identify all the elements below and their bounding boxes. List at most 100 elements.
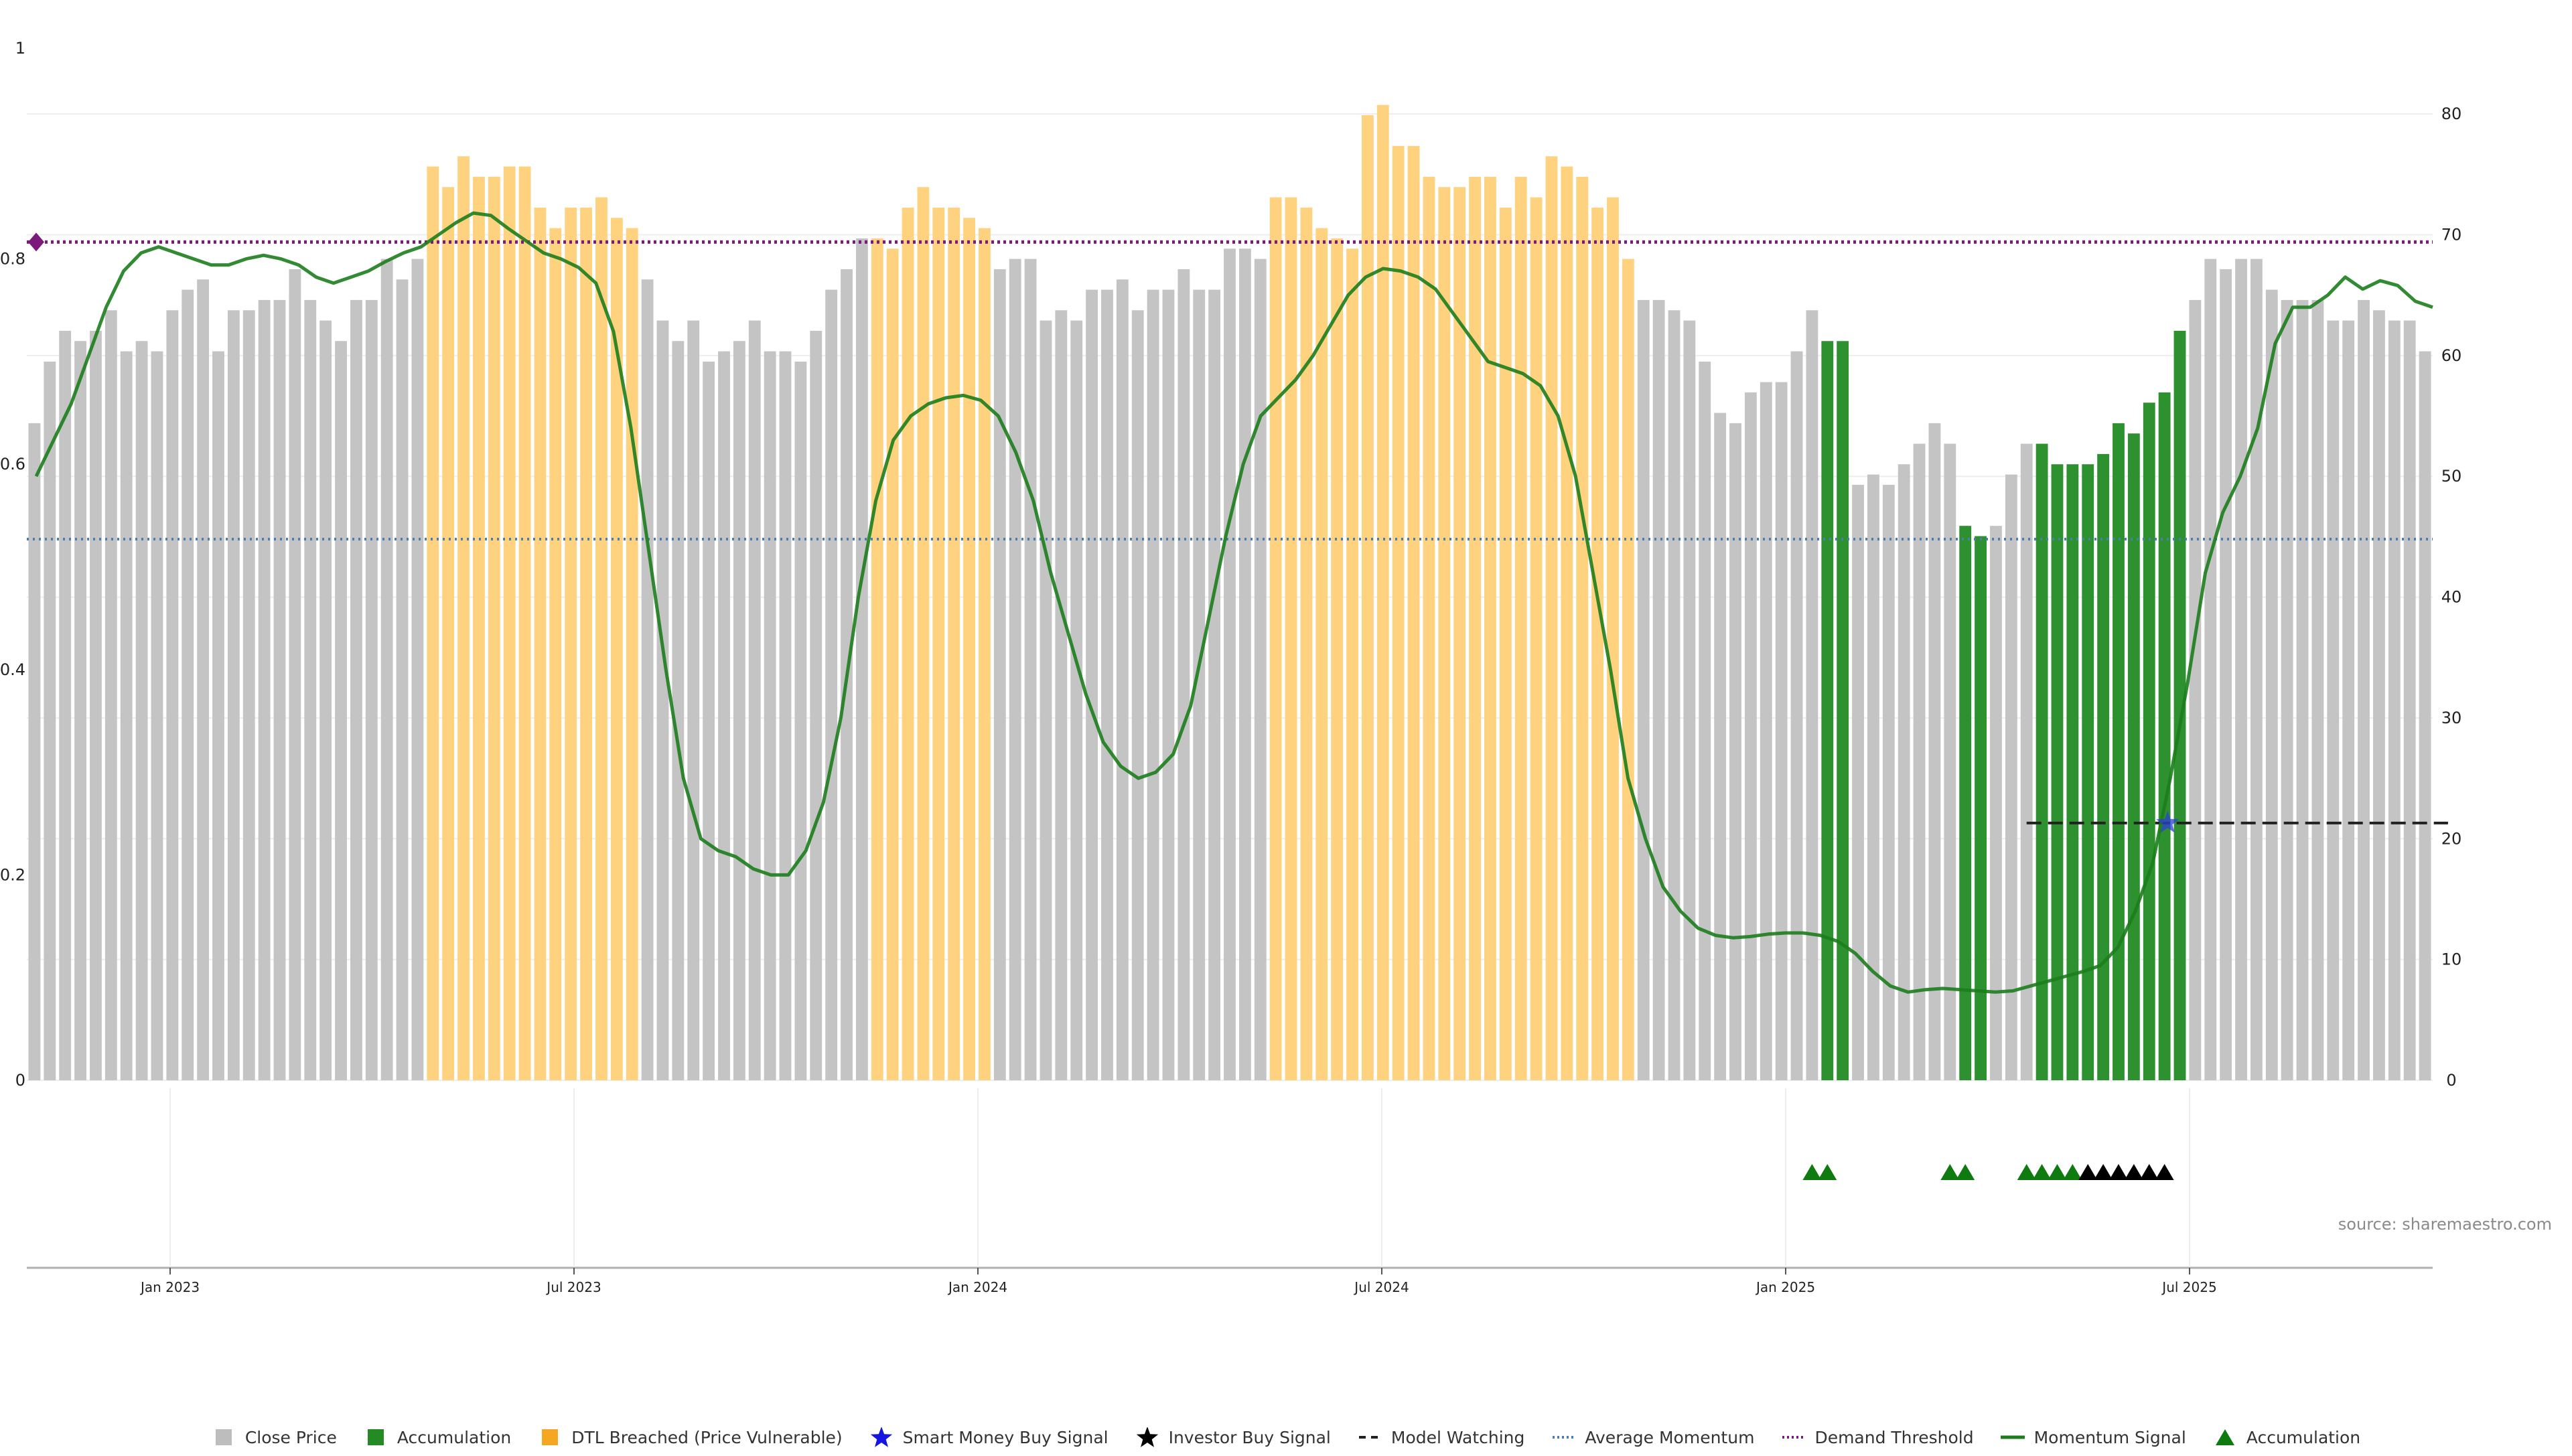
bar-dtl-breached-price-vulnerable: [917, 187, 930, 1080]
bar-close-price: [2281, 299, 2293, 1080]
bar-accumulation: [2066, 464, 2079, 1080]
bar-close-price: [350, 299, 362, 1080]
bar-close-price: [672, 341, 685, 1080]
x-axis-tick-label: Jul 2024: [1353, 1279, 1409, 1295]
bar-close-price: [411, 259, 424, 1081]
bar-close-price: [2388, 320, 2401, 1081]
investor-buy-signal-marker: [2139, 1164, 2159, 1180]
bar-close-price: [2358, 299, 2370, 1080]
legend-symbol-square: [367, 1429, 384, 1445]
bar-dtl-breached-price-vulnerable: [549, 228, 562, 1080]
bar-close-price: [1070, 320, 1083, 1081]
bar-close-price: [1147, 289, 1159, 1081]
demand-threshold-marker: [28, 232, 44, 252]
bar-close-price: [242, 310, 255, 1080]
left-axis-tick-label: 0: [15, 1071, 25, 1090]
bar-dtl-breached-price-vulnerable: [1530, 197, 1543, 1080]
bar-dtl-breached-price-vulnerable: [871, 238, 883, 1081]
bar-dtl-breached-price-vulnerable: [427, 166, 439, 1080]
bar-accumulation: [2158, 392, 2171, 1080]
legend-item-smart-money: Smart Money Buy Signal: [869, 1427, 1109, 1447]
bar-close-price: [1806, 310, 1818, 1080]
investor-buy-signal-marker: [2078, 1164, 2098, 1180]
bar-close-price: [1162, 289, 1175, 1081]
legend-label: Momentum Signal: [2033, 1427, 2186, 1447]
bar-dtl-breached-price-vulnerable: [1315, 228, 1328, 1080]
bar-dtl-breached-price-vulnerable: [963, 218, 975, 1080]
bar-close-price: [1040, 320, 1052, 1081]
bar-close-price: [1177, 269, 1190, 1081]
bar-close-price: [151, 351, 163, 1080]
bar-dtl-breached-price-vulnerable: [1545, 156, 1558, 1080]
bar-accumulation: [2035, 443, 2048, 1080]
bar-dtl-breached-price-vulnerable: [565, 207, 577, 1081]
investor-buy-signal-marker: [2094, 1164, 2113, 1180]
bar-close-price: [687, 320, 700, 1081]
bar-dtl-breached-price-vulnerable: [442, 187, 455, 1080]
legend-label: Close Price: [244, 1427, 337, 1447]
smart-money-buy-signal-star: [2156, 810, 2180, 833]
bar-close-price: [1699, 361, 1711, 1080]
legend-label: DTL Breached (Price Vulnerable): [571, 1427, 843, 1447]
bar-close-price: [1898, 464, 1910, 1080]
legend-item-accumulation: Accumulation: [364, 1427, 511, 1447]
bar-close-price: [794, 361, 807, 1080]
bar-close-price: [28, 423, 41, 1080]
bar-close-price: [2373, 310, 2385, 1080]
bar-close-price: [289, 269, 301, 1081]
bar-dtl-breached-price-vulnerable: [1269, 197, 1282, 1080]
bar-dtl-breached-price-vulnerable: [534, 207, 547, 1081]
bar-close-price: [1790, 351, 1803, 1080]
bar-dtl-breached-price-vulnerable: [1499, 207, 1512, 1081]
bar-dtl-breached-price-vulnerable: [1438, 187, 1451, 1080]
bar-accumulation: [1959, 526, 1972, 1080]
bar-dtl-breached-price-vulnerable: [1392, 145, 1405, 1081]
bar-dtl-breached-price-vulnerable: [1346, 248, 1358, 1080]
bar-dtl-breached-price-vulnerable: [1484, 176, 1496, 1081]
bar-dtl-breached-price-vulnerable: [1469, 176, 1481, 1081]
bar-accumulation: [2143, 403, 2155, 1080]
bar-close-price: [2311, 299, 2324, 1080]
right-axis-tick-label: 70: [2441, 226, 2462, 244]
momentum-signal: [34, 211, 2433, 994]
accumulation-marker: [1940, 1164, 1960, 1180]
bar-close-price: [319, 320, 332, 1081]
source-label: source: sharemaestro.com: [2338, 1215, 2552, 1234]
bar-dtl-breached-price-vulnerable: [1285, 197, 1297, 1080]
bar-close-price: [993, 269, 1006, 1081]
bar-dtl-breached-price-vulnerable: [610, 218, 623, 1080]
bar-dtl-breached-price-vulnerable: [580, 207, 593, 1081]
legend: Close Price Accumulation DTL Breached (Pri…: [0, 1418, 2572, 1456]
right-axis-tick-label: 30: [2441, 709, 2462, 727]
bar-close-price: [120, 351, 133, 1080]
bar-close-price: [1990, 526, 2002, 1080]
left-axis-tick-label: 0.2: [0, 865, 25, 884]
bar-close-price: [1024, 259, 1037, 1081]
bar-dtl-breached-price-vulnerable: [948, 207, 960, 1081]
bar-dtl-breached-price-vulnerable: [473, 176, 485, 1081]
bar-close-price: [273, 299, 286, 1080]
bar-dtl-breached-price-vulnerable: [1331, 238, 1344, 1081]
investor-buy-signal-marker: [2109, 1164, 2128, 1180]
bar-close-price: [104, 310, 117, 1080]
investor-buy-signal-marker: [2155, 1164, 2174, 1180]
left-axis-tick-label: 0.6: [0, 455, 25, 474]
bar-dtl-breached-price-vulnerable: [1576, 176, 1589, 1081]
bar-close-price: [1928, 423, 1941, 1080]
bar-close-price: [1944, 443, 1956, 1080]
bar-close-price: [1086, 289, 1098, 1081]
bar-accumulation: [2082, 464, 2094, 1080]
bar-close-price: [59, 330, 72, 1080]
legend-symbol-dash: [1358, 1436, 1380, 1439]
accumulation-marker: [1818, 1164, 1837, 1180]
legend-item-model-watching: Model Watching: [1358, 1427, 1524, 1447]
bar-dtl-breached-price-vulnerable: [457, 156, 470, 1080]
left-axis-tick-label: 0.8: [0, 250, 25, 269]
bar-close-price: [1729, 423, 1741, 1080]
legend-label: Accumulation: [2246, 1427, 2361, 1447]
bar-dtl-breached-price-vulnerable: [518, 166, 531, 1080]
bar-close-price: [396, 279, 409, 1080]
bar-close-price: [2189, 299, 2202, 1080]
bar-close-price: [365, 299, 378, 1080]
bar-close-price: [2265, 289, 2278, 1081]
